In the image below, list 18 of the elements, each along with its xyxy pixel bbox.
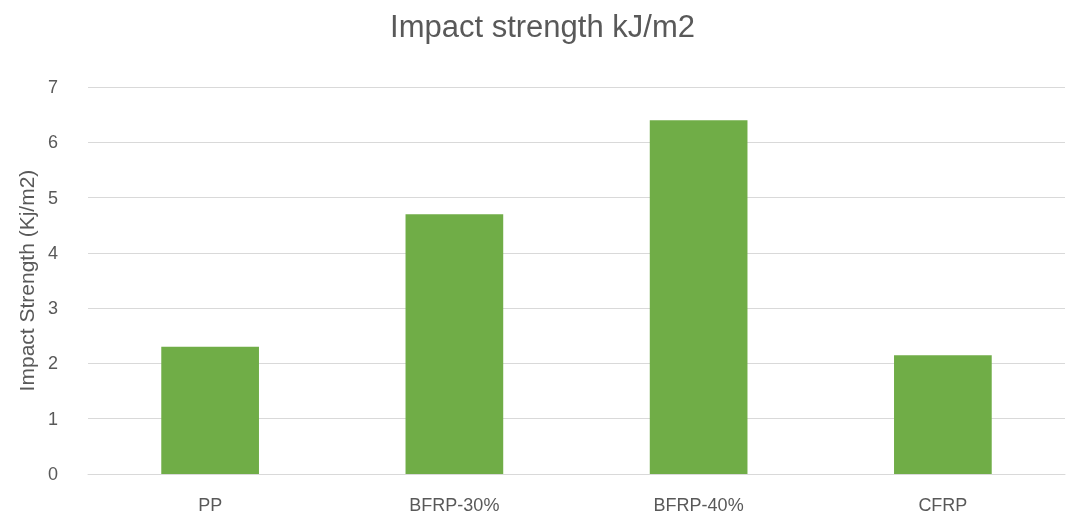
x-tick-label: PP [198,495,223,515]
bar [894,355,992,474]
bar [161,346,259,474]
y-tick-label: 7 [47,77,58,97]
y-tick-label: 0 [47,464,58,484]
y-tick-label: 1 [47,408,58,429]
y-tick-label: 5 [47,187,58,208]
y-axis-title: Impact Strength (Kj/m2) [15,169,39,392]
y-tick-label: 4 [47,242,58,263]
bar [405,214,504,474]
y-tick-label: 2 [47,353,58,374]
y-tick-label: 6 [47,132,58,153]
x-tick-label: BFRP-40% [653,495,744,515]
chart-title: Impact strength kJ/m2 [390,9,695,44]
y-tick-label: 3 [47,298,58,319]
x-tick-label: CFRP [918,495,968,515]
bar [649,120,748,474]
x-tick-label: BFRP-30% [409,495,500,515]
